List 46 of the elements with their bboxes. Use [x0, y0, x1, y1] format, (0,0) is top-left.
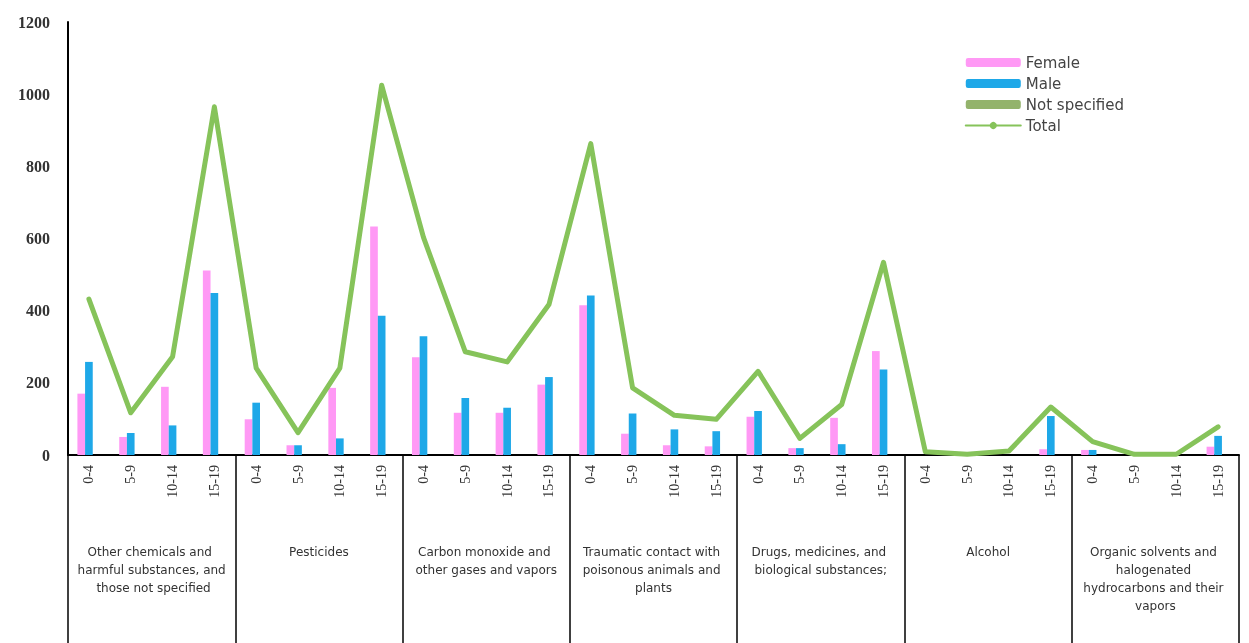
x-tick-label: 0-4	[248, 465, 264, 484]
x-tick-label: 5-9	[792, 465, 808, 484]
x-tick-label: 15-19	[541, 465, 557, 498]
x-tick-label: 5-9	[290, 465, 306, 484]
x-tick-label: 15-19	[708, 465, 724, 498]
legend-label: Male	[1025, 74, 1062, 93]
x-tick-label: 10-14	[1168, 465, 1184, 498]
y-tick-label: 1200	[18, 13, 50, 31]
x-tick-label: 10-14	[332, 465, 348, 498]
x-tick-label: 10-14	[666, 465, 682, 498]
x-tick-label: 15-19	[1210, 465, 1226, 498]
x-tick-label: 0-4	[81, 465, 97, 484]
x-tick-label: 10-14	[1001, 465, 1017, 498]
x-tick-label: 10-14	[834, 465, 850, 498]
text: Other chemicals and harmful substances, and those not specified	[77, 545, 226, 595]
x-tick-label: 10-14	[165, 465, 181, 498]
x-tick-label: 5-9	[959, 465, 975, 484]
x-tick-label: 0-4	[415, 465, 431, 484]
text: Traumatic contact with poisonous animals and plants	[582, 545, 725, 595]
text: Drugs, medicines, and biological substances;	[751, 545, 891, 577]
x-tick-label: 5-9	[625, 465, 641, 484]
y-tick-label: 200	[26, 374, 50, 392]
x-tick-label: 5-9	[1126, 465, 1142, 484]
x-tick-label: 15-19	[206, 465, 222, 498]
x-tick-label: 10-14	[499, 465, 515, 498]
y-tick-label: 400	[26, 302, 50, 320]
legend-label: Not specified	[1025, 95, 1125, 114]
legend-label: Female	[1025, 53, 1081, 72]
text: Organic solvents and halogenated hydrocarbons and their vapors	[1083, 545, 1228, 613]
text: Carbon monoxide and other gases and vapors	[415, 545, 557, 577]
x-tick-label: 15-19	[374, 465, 390, 498]
y-tick-label: 1000	[18, 85, 50, 103]
x-tick-label: 0-4	[917, 465, 933, 484]
y-tick-label: 600	[26, 230, 50, 247]
x-tick-label: 15-19	[876, 465, 892, 498]
y-tick-label: 0	[42, 446, 50, 464]
x-tick-label: 5-9	[457, 465, 473, 484]
text: Alcohol	[966, 545, 1010, 559]
y-tick-label: 800	[26, 157, 50, 175]
x-tick-label: 0-4	[583, 465, 599, 484]
x-tick-label: 5-9	[123, 465, 139, 484]
x-tick-label: 0-4	[1085, 465, 1101, 484]
x-tick-label: 15-19	[1043, 465, 1059, 498]
x-tick-label: 0-4	[750, 465, 766, 484]
legend-label: Total	[1024, 116, 1061, 135]
text: Pesticides	[289, 545, 349, 559]
